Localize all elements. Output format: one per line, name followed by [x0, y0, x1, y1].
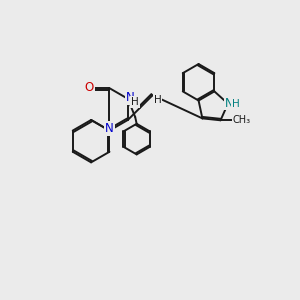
Text: N: N: [225, 97, 233, 110]
Text: N: N: [105, 122, 114, 135]
Text: H: H: [232, 99, 240, 109]
Text: H: H: [131, 97, 139, 107]
Text: H: H: [154, 95, 161, 105]
Text: N: N: [126, 91, 135, 104]
Text: CH₃: CH₃: [233, 115, 251, 125]
Text: O: O: [85, 81, 94, 94]
